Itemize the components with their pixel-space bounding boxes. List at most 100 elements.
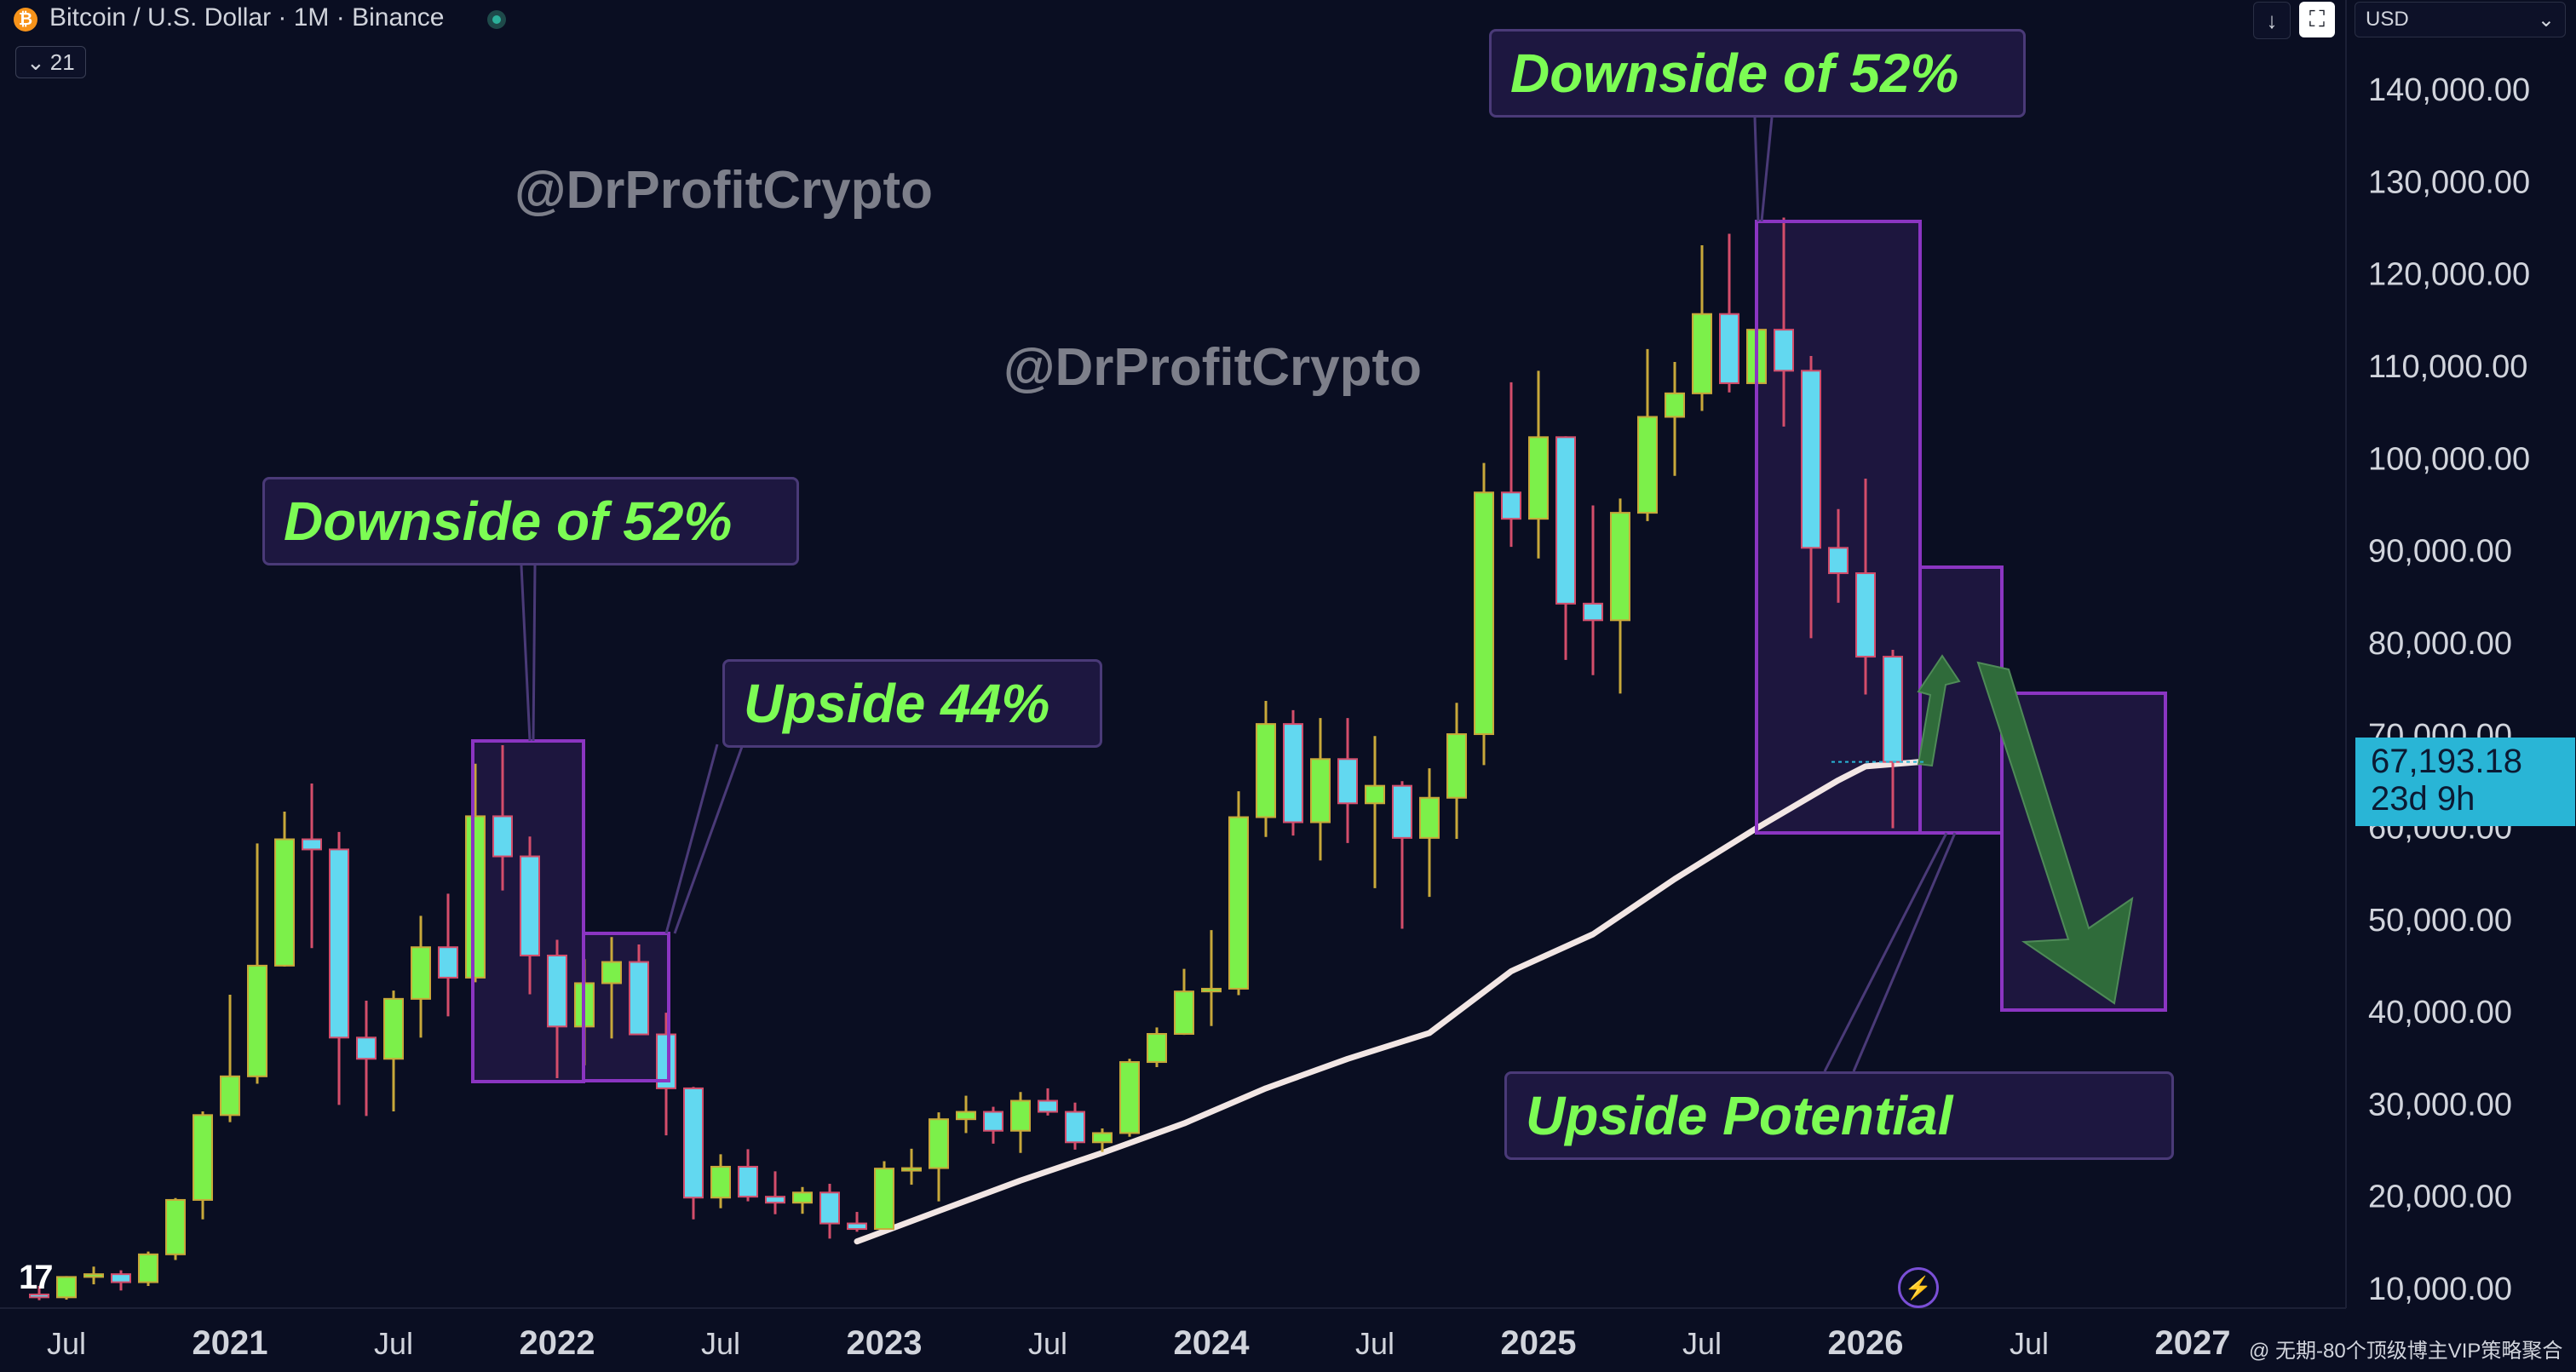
range-zone	[584, 933, 669, 1081]
time-tick-label: 2022	[520, 1324, 595, 1362]
candle	[683, 1087, 704, 1220]
callout-connector	[664, 743, 719, 934]
callout-connector	[1753, 117, 1760, 222]
candle-body	[1256, 723, 1276, 818]
candle-body	[274, 838, 295, 967]
annotation-upside-potential[interactable]: Upside Potential	[1504, 1071, 2174, 1160]
candle-body	[1283, 723, 1303, 824]
candle	[847, 1212, 867, 1232]
symbol-title[interactable]: Bitcoin / U.S. Dollar · 1M · Binance	[49, 3, 445, 32]
candle-body	[1583, 602, 1603, 622]
candle-body	[1637, 416, 1658, 514]
price-tick-label: 40,000.00	[2368, 995, 2512, 1030]
candle-body	[411, 946, 431, 1000]
candle	[874, 1161, 894, 1231]
watermark: @DrProfitCrypto	[1003, 338, 1423, 397]
callout-connector	[1823, 832, 1948, 1072]
candle-body	[1555, 436, 1576, 605]
candle-body	[247, 964, 267, 1077]
time-tick-label: 2023	[847, 1324, 923, 1362]
candle	[138, 1251, 158, 1286]
price-tick-label: 130,000.00	[2368, 164, 2530, 200]
annotation-downside-left[interactable]: Downside of 52%	[262, 477, 799, 565]
candle-body	[1010, 1099, 1031, 1132]
time-tick-label: Jul	[1355, 1326, 1394, 1361]
candle-body	[601, 961, 622, 985]
candle-body	[111, 1273, 131, 1283]
candle	[29, 1285, 49, 1300]
time-tick-label: 2021	[193, 1324, 268, 1362]
candle-body	[819, 1191, 840, 1225]
time-tick-label: 2027	[2155, 1324, 2231, 1362]
time-tick-label: 2026	[1828, 1324, 1904, 1362]
candle-body	[1038, 1099, 1058, 1113]
candle	[738, 1149, 758, 1202]
current-price-tag: 67,193.18 23d 9h	[2355, 738, 2575, 826]
candle	[1365, 736, 1385, 888]
candle-body	[193, 1114, 213, 1201]
candle	[1337, 718, 1358, 843]
candle-body	[901, 1167, 922, 1172]
indicator-toggle[interactable]: ⌄ 21	[15, 46, 86, 78]
time-tick-label: 2025	[1501, 1324, 1577, 1362]
range-zone-border	[2000, 692, 2167, 1012]
currency-select[interactable]: USD ⌄	[2355, 2, 2566, 37]
indicator-count: 21	[49, 49, 75, 75]
candle	[1392, 781, 1412, 929]
range-zone-border	[1755, 220, 1922, 835]
candle	[929, 1112, 949, 1202]
candle	[765, 1171, 785, 1214]
candle-body	[983, 1111, 1003, 1132]
down-arrow-icon	[1976, 661, 2134, 1005]
tradingview-logo-icon[interactable]: 17	[19, 1259, 53, 1296]
candle	[492, 745, 513, 891]
candle-body	[1201, 987, 1222, 993]
annotation-downside-top[interactable]: Downside of 52%	[1489, 29, 2026, 118]
bitcoin-icon: ₿	[14, 8, 37, 32]
candle	[1419, 768, 1440, 898]
candle-body	[1528, 436, 1549, 520]
candle	[83, 1266, 104, 1285]
candle	[1310, 718, 1331, 861]
candle-body	[1610, 512, 1630, 622]
candle	[193, 1111, 213, 1220]
price-tick-label: 80,000.00	[2368, 626, 2512, 662]
candle-body	[1801, 370, 1821, 549]
fullscreen-icon[interactable]: ⛶	[2299, 2, 2335, 37]
candle	[547, 939, 567, 1078]
candle-body	[1501, 491, 1521, 520]
candle	[1637, 348, 1658, 521]
candle-body	[1065, 1111, 1085, 1144]
download-icon[interactable]: ↓	[2253, 2, 2291, 39]
candle	[1774, 217, 1794, 427]
candle-body	[1446, 733, 1467, 799]
watermark: @DrProfitCrypto	[515, 161, 934, 220]
candle	[1119, 1059, 1140, 1137]
candle	[1665, 362, 1685, 476]
candle	[1555, 436, 1576, 660]
candle-body	[1119, 1061, 1140, 1134]
candle-body	[1828, 547, 1849, 575]
candle	[411, 916, 431, 1038]
candle-body	[220, 1075, 240, 1117]
currency-value: USD	[2366, 8, 2409, 31]
candle	[983, 1106, 1003, 1144]
spark-icon[interactable]: ⚡	[1898, 1267, 1939, 1308]
candle	[1446, 703, 1467, 839]
candle	[956, 1095, 976, 1134]
candle-body	[56, 1276, 77, 1299]
footer-watermark: @ 无期-80个顶级博主VIP策略聚合	[2249, 1340, 2563, 1363]
candle-countdown: 23d 9h	[2371, 780, 2475, 818]
annotation-upside-44[interactable]: Upside 44%	[722, 659, 1102, 748]
candle	[1228, 791, 1249, 996]
candle-body	[1392, 784, 1412, 839]
range-zone-border	[471, 739, 585, 1083]
candle	[1092, 1128, 1113, 1152]
candle-body	[1774, 329, 1794, 372]
candle-body	[874, 1168, 894, 1231]
callout-connector	[673, 743, 745, 934]
candle-body	[356, 1036, 377, 1060]
candle	[1692, 245, 1712, 411]
candle-body	[683, 1087, 704, 1199]
